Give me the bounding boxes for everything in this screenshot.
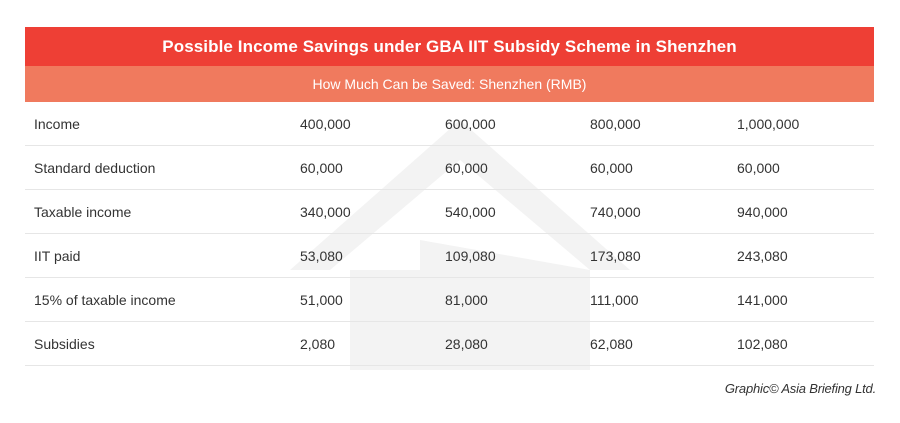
table-cell: 62,080 <box>590 335 633 352</box>
table-row: 15% of taxable income 51,000 81,000 111,… <box>25 278 874 322</box>
table-cell: 28,080 <box>445 335 488 352</box>
table-cell: 2,080 <box>300 335 336 352</box>
row-label: 15% of taxable income <box>34 291 176 308</box>
table-cell: 141,000 <box>737 291 788 308</box>
table-cell: 51,000 <box>300 291 343 308</box>
table-cell: 600,000 <box>445 115 496 132</box>
table-cell: 60,000 <box>300 159 343 176</box>
table-cell: 109,080 <box>445 247 496 264</box>
row-label: Standard deduction <box>34 159 156 176</box>
table-row: IIT paid 53,080 109,080 173,080 243,080 <box>25 234 874 278</box>
table-cell: 60,000 <box>445 159 488 176</box>
row-label: Income <box>34 115 80 132</box>
table-cell: 400,000 <box>300 115 351 132</box>
table-cell: 81,000 <box>445 291 488 308</box>
table-cell: 800,000 <box>590 115 641 132</box>
table-cell: 540,000 <box>445 203 496 220</box>
table-cell: 940,000 <box>737 203 788 220</box>
table-cell: 740,000 <box>590 203 641 220</box>
table-cell: 340,000 <box>300 203 351 220</box>
table-row: Subsidies 2,080 28,080 62,080 102,080 <box>25 322 874 366</box>
table-cell: 1,000,000 <box>737 115 800 132</box>
row-label: Taxable income <box>34 203 132 220</box>
table-cell: 243,080 <box>737 247 788 264</box>
table-row: Standard deduction 60,000 60,000 60,000 … <box>25 146 874 190</box>
table-subtitle: How Much Can be Saved: Shenzhen (RMB) <box>25 66 874 102</box>
table-body: Income 400,000 600,000 800,000 1,000,000… <box>25 102 874 366</box>
table-row: Income 400,000 600,000 800,000 1,000,000 <box>25 102 874 146</box>
graphic-credit: Graphic© Asia Briefing Ltd. <box>724 381 876 396</box>
table-cell: 102,080 <box>737 335 788 352</box>
table-cell: 173,080 <box>590 247 641 264</box>
table-cell: 60,000 <box>737 159 780 176</box>
row-label: Subsidies <box>34 335 95 352</box>
table-title: Possible Income Savings under GBA IIT Su… <box>25 27 874 66</box>
savings-table: Possible Income Savings under GBA IIT Su… <box>25 27 874 366</box>
table-row: Taxable income 340,000 540,000 740,000 9… <box>25 190 874 234</box>
table-cell: 111,000 <box>590 291 639 308</box>
row-label: IIT paid <box>34 247 81 264</box>
table-cell: 53,080 <box>300 247 343 264</box>
table-cell: 60,000 <box>590 159 633 176</box>
